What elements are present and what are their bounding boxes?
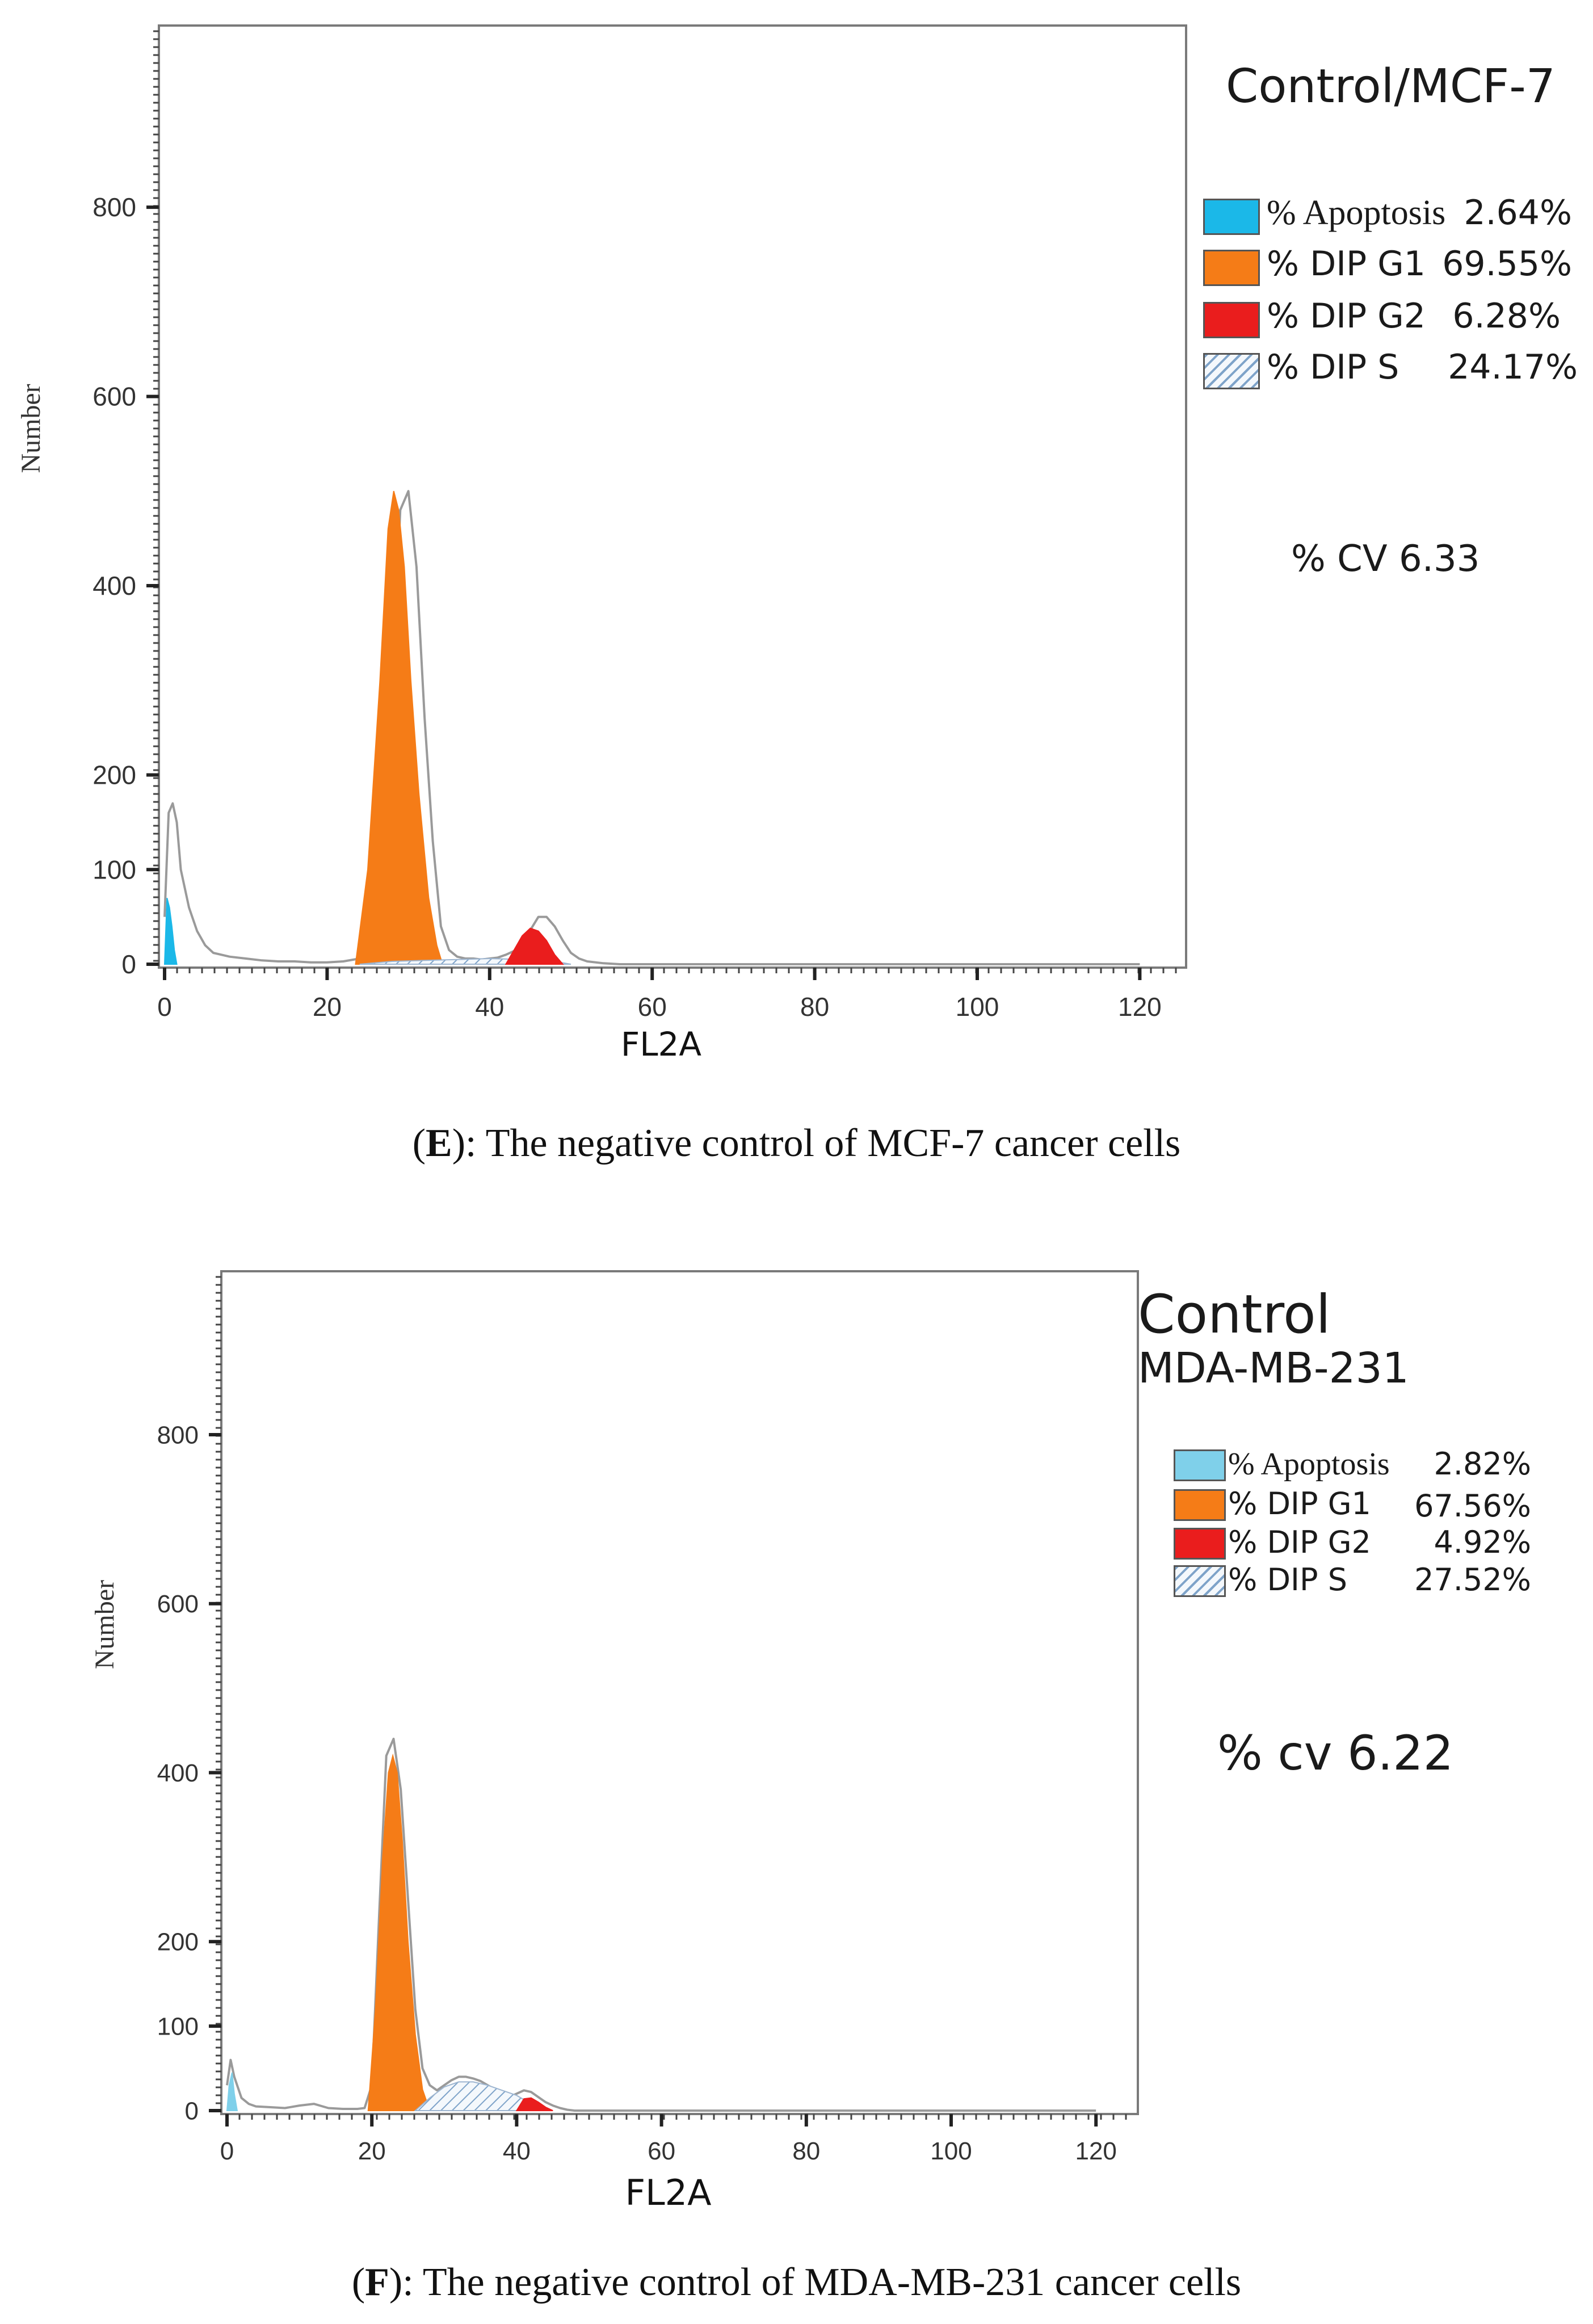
legend-label: % DIP G1 <box>1228 1486 1371 1522</box>
x-tick-label: 120 <box>1075 2137 1116 2165</box>
legend-swatch <box>1203 353 1260 389</box>
legend-label: % DIP S <box>1267 347 1399 387</box>
legend: % Apoptosis 2.64% % DIP G1 69.55% % DIP … <box>1203 193 1578 397</box>
y-tick-label: 800 <box>93 192 136 222</box>
legend-label: % Apoptosis <box>1228 1447 1390 1482</box>
series-dip-g1 <box>367 1753 431 2111</box>
x-tick-label: 100 <box>956 992 999 1022</box>
series-dip-g2 <box>515 2097 553 2111</box>
caption-text: The negative control of MCF-7 cancer cel… <box>485 1121 1181 1165</box>
y-axis-label: Number <box>16 384 46 473</box>
chart-subtitle: MDA-MB-231 <box>1138 1344 1409 1393</box>
legend-item-dip-s: % DIP S 24.17% <box>1203 347 1578 393</box>
y-tick-label: 200 <box>157 1928 199 1956</box>
series-histogram-outline <box>163 490 1140 965</box>
y-tick-label: 600 <box>93 382 136 411</box>
cv-label: % CV 6.33 <box>1291 538 1480 580</box>
series-dip-g1 <box>355 491 444 965</box>
chart-title: Control <box>1138 1284 1331 1346</box>
legend-value: 6.28% <box>1452 296 1561 336</box>
caption-f: (F): The negative control of MDA-MB-231 … <box>351 2260 1242 2304</box>
legend-item-dip-g1: % DIP G1 69.55% <box>1203 244 1578 289</box>
panel-label: F <box>365 2260 389 2304</box>
x-tick-label: 0 <box>157 992 172 1022</box>
legend-value: 2.64% <box>1464 193 1572 233</box>
panel-label: E <box>426 1121 452 1165</box>
x-tick-label: 80 <box>800 992 829 1022</box>
y-tick-label: 400 <box>157 1759 199 1787</box>
chart-panel-f: 0 100 200 400 600 800 0 20 40 60 80 100 120 FL2A Numbe… <box>90 1270 1139 2213</box>
y-tick-label: 0 <box>121 949 136 979</box>
x-tick-label: 20 <box>358 2137 386 2165</box>
plot-frame <box>158 24 1187 969</box>
y-tick-label: 400 <box>93 571 136 600</box>
y-axis-label: Number <box>90 1580 120 1669</box>
series-histogram-outline <box>226 1737 1096 2112</box>
x-tick-label: 40 <box>475 992 504 1022</box>
legend-value: 2.82% <box>1434 1446 1531 1482</box>
x-tick-label: 120 <box>1118 992 1162 1022</box>
series-dip-g2 <box>505 927 564 965</box>
legend-swatch <box>1203 302 1260 338</box>
plot-frame <box>220 1270 1139 2115</box>
legend-swatch <box>1203 250 1260 286</box>
y-tick-label: 800 <box>157 1421 199 1449</box>
caption-e: (E): The negative control of MCF-7 cance… <box>412 1121 1181 1165</box>
y-tick-label: 600 <box>157 1590 199 1618</box>
legend-value: 69.55% <box>1442 244 1572 284</box>
x-tick-label: 60 <box>648 2137 675 2165</box>
legend-value: 27.52% <box>1414 1562 1531 1598</box>
x-tick-label: 60 <box>638 992 667 1022</box>
legend-item-dip-s: % DIP S 27.52% <box>1174 1562 1537 1602</box>
chart-title: Control/MCF-7 <box>1226 60 1556 114</box>
legend-item-dip-g2: % DIP G2 6.28% <box>1203 296 1578 342</box>
legend-item-apoptosis: % Apoptosis 2.82% <box>1174 1446 1537 1486</box>
y-tick-label: 200 <box>93 760 136 790</box>
x-tick-label: 0 <box>220 2137 234 2165</box>
legend-swatch <box>1203 199 1260 235</box>
chart-panel-e: 0 100 200 400 600 800 0 20 40 60 80 100 120 FL2A Numbe… <box>16 24 1187 1064</box>
series-apoptosis <box>163 898 178 965</box>
legend-swatch <box>1174 1565 1226 1597</box>
legend-swatch <box>1174 1528 1226 1560</box>
legend-label: % DIP G2 <box>1228 1524 1371 1560</box>
caption-text: The negative control of MDA-MB-231 cance… <box>422 2260 1242 2304</box>
legend-value: 4.92% <box>1434 1524 1531 1560</box>
x-tick-label: 40 <box>503 2137 531 2165</box>
y-tick-label: 100 <box>93 855 136 884</box>
y-tick-label: 100 <box>157 2013 199 2041</box>
legend-item-apoptosis: % Apoptosis 2.64% <box>1203 193 1578 238</box>
x-tick-label: 100 <box>930 2137 972 2165</box>
x-axis-label: FL2A <box>625 2172 711 2213</box>
cv-label: % cv 6.22 <box>1217 1725 1454 1781</box>
legend-label: % DIP S <box>1228 1562 1347 1598</box>
legend-swatch <box>1174 1489 1226 1521</box>
x-tick-label: 80 <box>792 2137 820 2165</box>
legend-label: % DIP G1 <box>1267 244 1426 284</box>
legend-item-dip-g1: % DIP G1 67.56% <box>1174 1486 1537 1525</box>
legend-label: % DIP G2 <box>1267 296 1426 336</box>
legend-value: 24.17% <box>1448 347 1578 387</box>
legend: % Apoptosis 2.82% % DIP G1 67.56% % DIP … <box>1174 1446 1537 1616</box>
x-axis-label: FL2A <box>621 1025 702 1064</box>
legend-item-dip-g2: % DIP G2 4.92% <box>1174 1524 1537 1564</box>
legend-swatch <box>1174 1449 1226 1481</box>
x-tick-label: 20 <box>313 992 342 1022</box>
y-tick-label: 0 <box>185 2097 199 2125</box>
legend-value: 67.56% <box>1414 1488 1531 1524</box>
series-apoptosis <box>226 2072 238 2111</box>
legend-label: % Apoptosis <box>1267 194 1446 232</box>
